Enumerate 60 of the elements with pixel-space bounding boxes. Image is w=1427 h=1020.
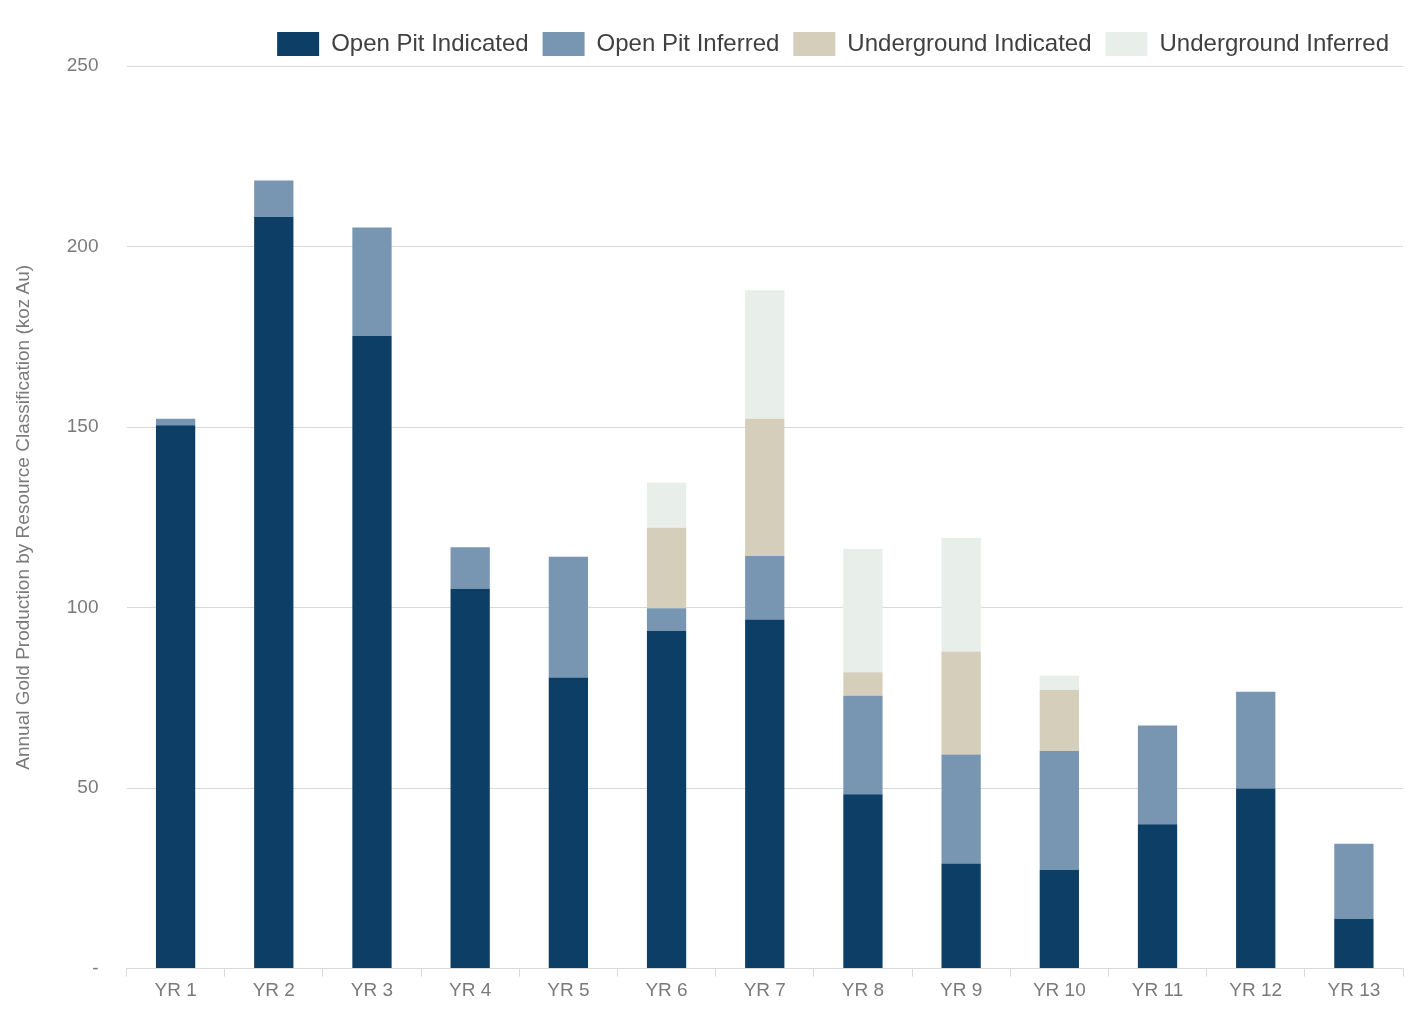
y-tick-label: 150: [66, 415, 99, 437]
x-tick-label: YR 6: [645, 979, 688, 1001]
legend-label: Underground Indicated: [847, 28, 1092, 56]
bar: [646, 608, 687, 631]
x-tick-label: YR 1: [154, 979, 197, 1001]
bar: [1039, 675, 1079, 690]
bar: [548, 677, 588, 969]
bar: [155, 418, 196, 426]
bar: [352, 336, 392, 969]
bar: [646, 482, 687, 528]
x-tick-label: YR 8: [841, 979, 885, 1001]
bar: [450, 547, 490, 589]
y-tick-label: -: [92, 956, 99, 978]
x-tick-label: YR 12: [1229, 979, 1283, 1001]
y-tick-label: 250: [66, 54, 99, 76]
bar: [548, 556, 588, 678]
bar: [843, 794, 883, 969]
x-tick-label: YR 9: [940, 979, 983, 1001]
bar: [1334, 918, 1374, 969]
x-tick-label: YR 11: [1131, 979, 1184, 1001]
bar: [1236, 788, 1276, 969]
x-tick-label: YR 5: [547, 979, 590, 1001]
bar: [843, 695, 883, 795]
bar: [1039, 870, 1079, 969]
bar: [745, 290, 785, 419]
bar: [352, 227, 392, 337]
bar: [155, 425, 196, 969]
x-tick-label: YR 13: [1327, 979, 1381, 1001]
bar: [1039, 750, 1079, 871]
bar: [941, 754, 981, 864]
bar: [843, 672, 883, 696]
bar: [1334, 843, 1374, 919]
x-tick-label: YR 7: [743, 979, 786, 1001]
bar: [1137, 824, 1178, 969]
y-tick-label: 100: [66, 595, 99, 617]
bar: [646, 527, 687, 609]
x-tick-label: YR 2: [252, 979, 295, 1001]
bar: [843, 549, 883, 673]
legend-label: Underground Inferred: [1159, 28, 1390, 56]
x-tick-label: YR 3: [350, 979, 394, 1001]
bar: [254, 216, 294, 969]
bar: [745, 418, 785, 556]
bar: [941, 863, 981, 969]
bar: [450, 588, 490, 969]
bar: [745, 555, 785, 620]
x-tick-label: YR 4: [449, 979, 492, 1001]
bar: [1039, 689, 1079, 751]
bar: [1137, 725, 1178, 825]
bar: [1236, 691, 1276, 789]
bar: [646, 630, 687, 969]
bar: [941, 651, 981, 755]
legend-label: Open Pit Inferred: [596, 28, 780, 56]
bar: [745, 619, 785, 969]
x-tick-label: YR 10: [1032, 979, 1086, 1001]
y-tick-label: 50: [77, 776, 99, 798]
y-axis-title: Annual Gold Production by Resource Classification (koz Au): [11, 264, 33, 770]
y-tick-label: 200: [66, 234, 99, 256]
bar: [941, 537, 981, 652]
bar: [254, 180, 294, 217]
legend-label: Open Pit Indicated: [331, 28, 529, 56]
